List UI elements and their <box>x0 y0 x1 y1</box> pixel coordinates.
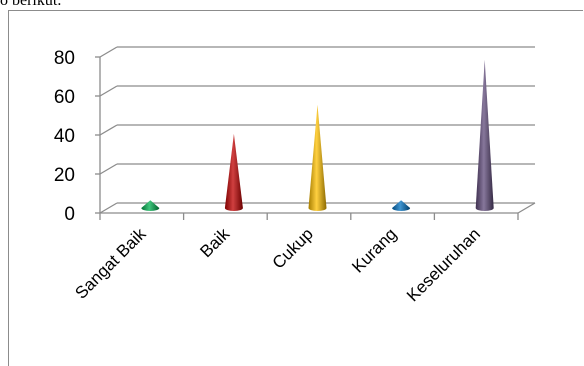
gridline-depth <box>99 202 118 214</box>
cone-body <box>141 200 160 211</box>
cone-body <box>224 133 243 211</box>
x-axis-labels: Sangat Baik Baik Cukup Kurang Keseluruhan <box>71 224 484 305</box>
floor-right-edge <box>517 202 536 214</box>
y-tick-label: 0 <box>64 204 75 225</box>
y-tick-label: 60 <box>54 87 75 108</box>
x-tick-label: Kurang <box>348 224 400 276</box>
x-tick-label: Baik <box>196 224 233 261</box>
y-axis-ticks: 0 20 40 60 80 <box>54 48 100 225</box>
gridline-depth <box>99 46 118 58</box>
y-tick-label: 80 <box>54 48 75 69</box>
gridline-depth <box>99 124 118 136</box>
cone-bar <box>308 104 327 211</box>
page-text-fragment: o berikut. <box>0 0 62 9</box>
cone-bar <box>392 200 411 211</box>
chart-gridlines <box>99 46 535 214</box>
cone-bar <box>141 200 160 211</box>
cone-body <box>308 104 327 211</box>
x-tick-label: Keseluruhan <box>403 224 484 305</box>
cone-body <box>475 59 494 211</box>
cone-bar <box>475 59 494 211</box>
cone-bar <box>224 133 243 211</box>
chart-frame <box>8 10 583 366</box>
gridline-depth <box>99 163 118 175</box>
cone-body <box>392 200 411 211</box>
x-tick-label: Sangat Baik <box>71 224 150 303</box>
y-tick-label: 40 <box>54 126 75 147</box>
y-tick-label: 20 <box>54 165 75 186</box>
x-tick-label: Cukup <box>269 224 317 272</box>
chart-cones <box>141 59 494 211</box>
gridline-depth <box>99 85 118 97</box>
